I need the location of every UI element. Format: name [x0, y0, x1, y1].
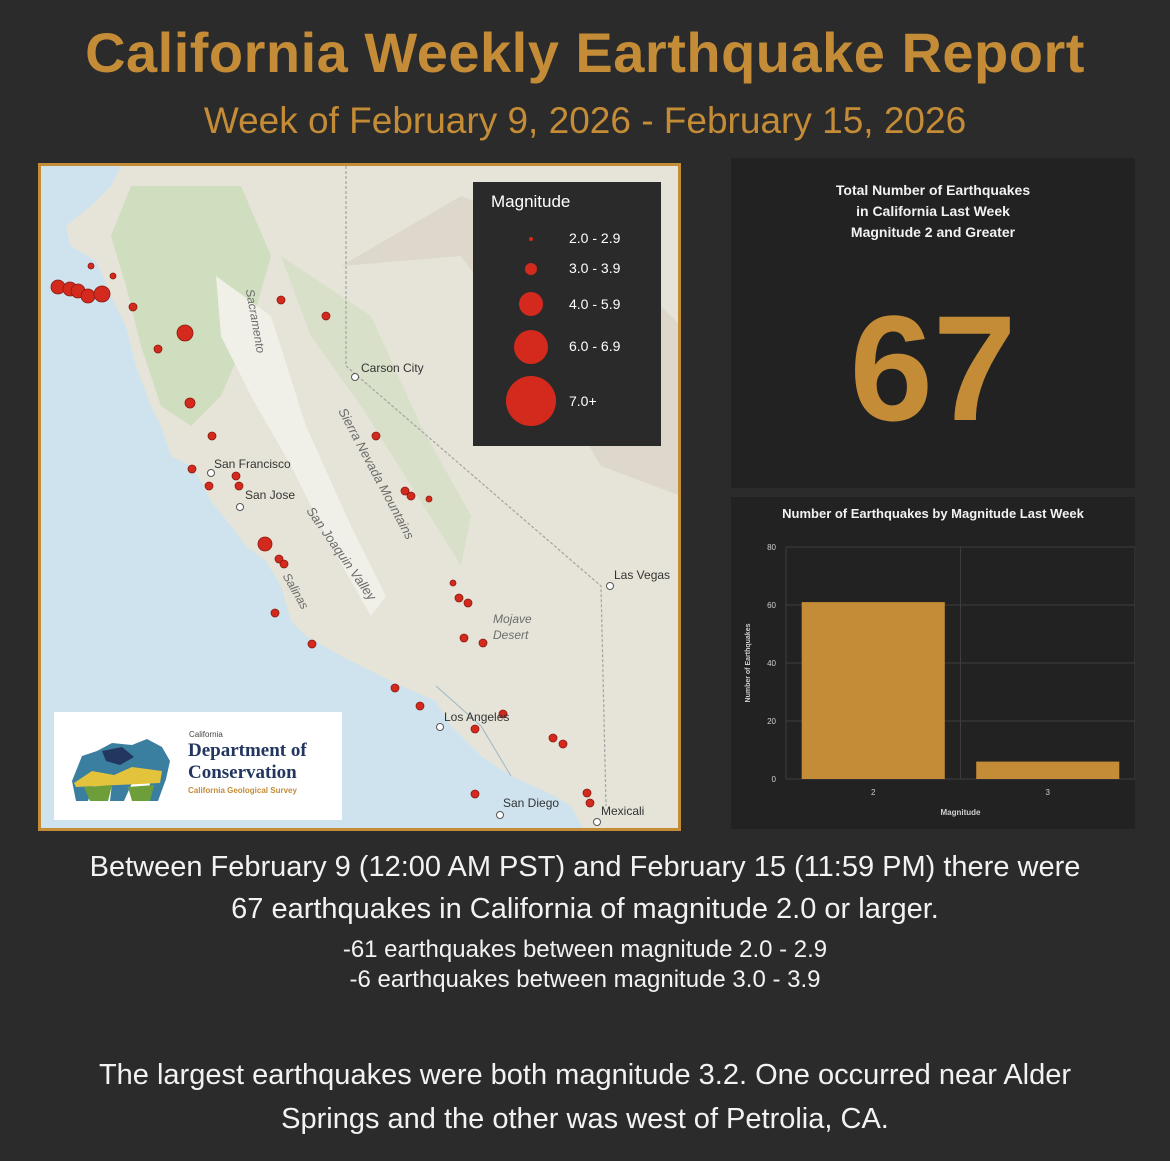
legend-label: 2.0 - 2.9 — [569, 230, 621, 246]
summary-breakdown: -61 earthquakes between magnitude 2.0 - … — [0, 935, 1170, 995]
legend-dot-icon — [525, 263, 537, 275]
report-subtitle: Week of February 9, 2026 - February 15, … — [203, 100, 967, 141]
city-carson-city: Carson City — [361, 361, 424, 375]
chart-title: Number of Earthquakes by Magnitude Last … — [782, 506, 1084, 521]
x-tick-label: 3 — [1046, 788, 1051, 797]
total-panel: Total Number of Earthquakes in Californi… — [731, 158, 1135, 488]
summary-line5: The largest earthquakes were both magnit… — [98, 1059, 1072, 1091]
legend-item: 4.0 - 5.9 — [473, 287, 661, 323]
legend-item: 7.0+ — [473, 376, 661, 426]
legend-label: 4.0 - 5.9 — [569, 296, 621, 312]
city-las-vegas: Las Vegas — [614, 568, 671, 582]
x-axis-label: Magnitude — [941, 808, 982, 817]
city-san-jose: San Jose — [245, 488, 296, 502]
y-tick-label: 40 — [767, 659, 776, 668]
city-san-diego: San Diego — [503, 796, 560, 810]
magnitude-bar-chart: 0 20 40 60 80 2 3 Magnitude Number of Earthquake… — [745, 543, 1135, 817]
legend-dot-icon — [529, 237, 533, 241]
department-of-conservation-logo: California Department of Conservation Ca… — [54, 712, 342, 820]
city-marker-icon — [496, 811, 504, 819]
report-title: California Weekly Earthquake Report — [85, 21, 1085, 84]
city-mexicali: Mexicali — [601, 804, 645, 818]
legend-dot-icon — [514, 330, 548, 364]
logo-line1: Department of — [188, 740, 307, 761]
city-los-angeles: Los Angeles — [444, 710, 510, 724]
total-count: 67 — [849, 284, 1017, 452]
summary-line4: -6 earthquakes between magnitude 3.0 - 3… — [349, 966, 821, 993]
magnitude-legend: Magnitude 2.0 - 2.9 3.0 - 3.9 4.0 - 5.9 … — [473, 182, 661, 446]
x-tick-label: 2 — [871, 788, 876, 797]
bar-magnitude-3 — [976, 761, 1120, 779]
logo-state-text: California — [189, 730, 223, 739]
legend-dot-icon — [506, 376, 556, 426]
y-tick-label: 80 — [767, 543, 776, 552]
city-marker-icon — [593, 818, 601, 826]
legend-item: 3.0 - 3.9 — [473, 254, 661, 290]
earthquake-points — [50, 262, 595, 808]
summary-line3: -61 earthquakes between magnitude 2.0 - … — [342, 936, 828, 963]
y-tick-label: 60 — [767, 601, 776, 610]
legend-item: 2.0 - 2.9 — [473, 224, 661, 260]
total-heading-line3: Magnitude 2 and Greater — [850, 224, 1016, 240]
city-marker-icon — [606, 582, 614, 590]
legend-title: Magnitude — [491, 192, 571, 211]
total-heading-line2: in California Last Week — [856, 203, 1010, 219]
city-san-francisco: San Francisco — [214, 457, 291, 471]
summary-paragraph-1: Between February 9 (12:00 AM PST) and Fe… — [0, 846, 1170, 930]
logo-line3: California Geological Survey — [188, 786, 297, 795]
legend-label: 7.0+ — [569, 393, 597, 409]
legend-dot-icon — [519, 292, 543, 316]
legend-item: 6.0 - 6.9 — [473, 327, 661, 364]
desert-label: Desert — [493, 628, 529, 642]
legend-label: 6.0 - 6.9 — [569, 338, 621, 354]
summary-line1: Between February 9 (12:00 AM PST) and Fe… — [89, 851, 1081, 883]
y-axis-label: Number of Earthquakes — [745, 623, 752, 702]
logo-line2: Conservation — [188, 762, 297, 783]
bar-magnitude-2 — [801, 602, 945, 779]
mojave-label: Mojave — [493, 612, 532, 626]
summary-line2: 67 earthquakes in California of magnitud… — [231, 893, 939, 925]
city-marker-icon — [436, 723, 444, 731]
summary-line6: Springs and the other was west of Petrol… — [281, 1103, 889, 1135]
magnitude-chart-panel: Number of Earthquakes by Magnitude Last … — [731, 497, 1135, 829]
bear-logo-icon — [72, 739, 170, 801]
total-heading: Total Number of Earthquakes in Californi… — [731, 180, 1135, 243]
total-heading-line1: Total Number of Earthquakes — [835, 182, 1031, 198]
city-marker-icon — [207, 469, 215, 477]
city-marker-icon — [351, 373, 359, 381]
summary-paragraph-2: The largest earthquakes were both magnit… — [0, 1053, 1170, 1141]
y-tick-label: 0 — [772, 775, 777, 784]
legend-label: 3.0 - 3.9 — [569, 260, 621, 276]
city-marker-icon — [236, 503, 244, 511]
y-tick-label: 20 — [767, 717, 776, 726]
earthquake-map: Sacramento Sierra Nevada Mountains San J… — [38, 163, 681, 831]
